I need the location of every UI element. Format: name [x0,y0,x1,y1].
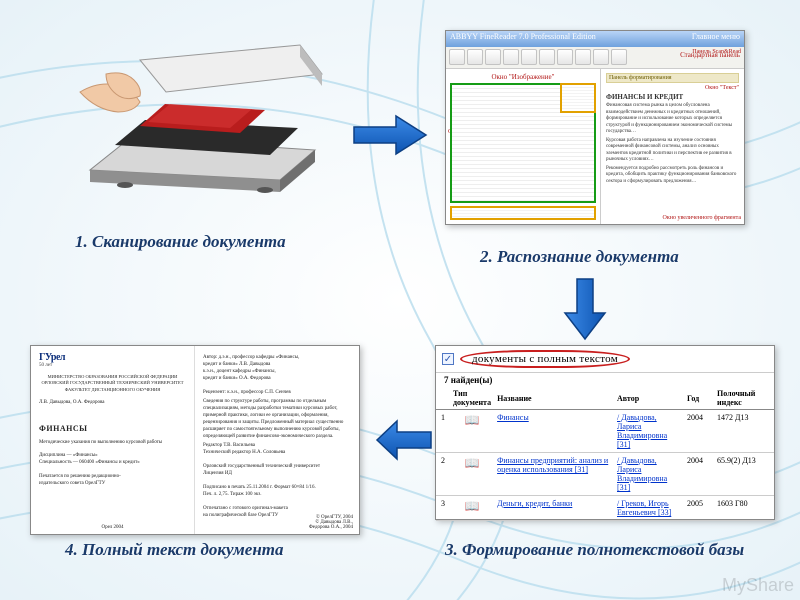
doc-type-icon: 📖 [450,496,494,521]
step2-ocr-window: ABBYY FineReader 7.0 Professional Editio… [445,30,745,225]
doc-authors: Л.В. Давыдова, О.А. Федорова [39,399,186,406]
row-author[interactable]: / Давыдова, Лариса Владимировна [31] [614,453,684,496]
org-logo-sub: 50 лет [39,363,186,368]
doc-left-footer: Орел 2004 [31,525,194,530]
row-title[interactable]: Деньги, кредит, банки [494,496,614,521]
row-title[interactable]: Финансы предприятий: анализ и оценка исп… [494,453,614,496]
toolbar-btn[interactable] [611,49,627,65]
arrow-2to3 [555,275,615,345]
found-count: 7 найден(ы) [436,373,774,387]
row-num: 3 [436,496,450,521]
ocr-right-corner: Окно "Текст" [606,85,739,91]
row-year: 2004 [684,453,714,496]
ocr-title: ABBYY FineReader 7.0 Professional Editio… [450,32,596,41]
toolbar-btn[interactable] [449,49,465,65]
doc-type-icon: 📖 [450,453,494,496]
scanner-illustration [70,30,330,205]
ocr-format-bar: Панель форматирования [606,73,739,83]
col-index: Полочный индекс [714,387,774,410]
col-num [436,387,450,410]
row-year: 2004 [684,410,714,453]
ministry-block: МИНИСТЕРСТВО ОБРАЗОВАНИЯ РОССИЙСКОЙ ФЕДЕ… [39,374,186,393]
doc-right-ref: Редактор Т.В. Васильева Технический реда… [203,442,351,519]
toolbar-btn[interactable] [575,49,591,65]
toolbar-btn[interactable] [485,49,501,65]
arrow-3to4 [375,415,435,465]
step3-caption: 3. Формирование полнотекстовой базы [445,540,744,560]
row-num: 2 [436,453,450,496]
ocr-left-title: Окно "Изображение" [450,73,596,81]
toolbar-btn[interactable] [521,49,537,65]
doc-right-top: Автор: д.э.н., профессор кафедры «Финанс… [203,354,351,396]
doc-right-mid: Сведения по структуре работы, программы … [203,398,351,440]
ocr-scan-region [450,83,596,203]
col-year: Год [684,387,714,410]
col-title: Название [494,387,614,410]
step4-fulltext-document: ГУрел 50 лет МИНИСТЕРСТВО ОБРАЗОВАНИЯ РО… [30,345,360,535]
table-row: 2📖Финансы предприятий: анализ и оценка и… [436,453,774,496]
doc-page-left: ГУрел 50 лет МИНИСТЕРСТВО ОБРАЗОВАНИЯ РО… [31,346,195,534]
row-num: 1 [436,410,450,453]
toolbar-btn[interactable] [557,49,573,65]
table-row: 3📖Деньги, кредит, банки/ Греков, Игорь Е… [436,496,774,521]
toolbar-btn[interactable] [467,49,483,65]
doc-page-right: Автор: д.э.н., профессор кафедры «Финанс… [195,346,359,534]
ocr-text-pane: Панель форматирования Окно "Текст" ФИНАН… [601,69,744,224]
arrow-1to2 [350,110,430,160]
org-logo-text: ГУрел [39,352,186,363]
watermark: MyShare [722,575,794,596]
ocr-banner-right: Стандартная панель [680,51,740,59]
toolbar-btn[interactable] [503,49,519,65]
results-table: Тип документа Название Автор Год Полочны… [436,387,774,521]
doc-meta: Дисциплина — «Финансы» Специальность — 0… [39,452,186,487]
toolbar-btn[interactable] [593,49,609,65]
col-author: Автор [614,387,684,410]
ocr-menu-label: Главное меню [692,32,740,41]
ocr-zoom-strip [450,206,596,220]
ocr-doc-heading: ФИНАНСЫ И КРЕДИТ [606,93,739,101]
col-type: Тип документа [450,387,494,410]
ocr-image-pane: Окно "Изображение" Список распознанных м… [446,69,601,224]
doc-title: ФИНАНСЫ [39,424,186,433]
fulltext-filter-label: документы с полным текстом [460,350,630,368]
search-header: ✓ документы с полным текстом [436,346,774,373]
row-index: 65.9(2) Д13 [714,453,774,496]
row-author[interactable]: / Греков, Игорь Евгеньевич [33] [614,496,684,521]
ocr-text-line: Финансовая система рынка в целом обуслов… [606,103,739,136]
row-index: 1603 Г80 [714,496,774,521]
step2-caption: 2. Распознание документа [480,247,679,267]
row-index: 1472 Д13 [714,410,774,453]
step1-caption: 1. Сканирование документа [75,232,286,252]
row-year: 2005 [684,496,714,521]
ocr-bottom-label: Окно увеличенного фрагмента [662,215,741,221]
fulltext-checkbox[interactable]: ✓ [442,353,454,365]
table-row: 1📖Финансы/ Давыдова, Лариса Владимировна… [436,410,774,453]
doc-subtitle: Методические указания по выполнению курс… [39,439,186,446]
row-title[interactable]: Финансы [494,410,614,453]
step3-search-results: ✓ документы с полным текстом 7 найден(ы)… [435,345,775,520]
doc-type-icon: 📖 [450,410,494,453]
step1-scanner-image [70,30,330,205]
ocr-titlebar: ABBYY FineReader 7.0 Professional Editio… [446,31,744,47]
step4-caption: 4. Полный текст документа [65,540,284,560]
ocr-scan-image-block [560,83,596,113]
row-author[interactable]: / Давыдова, Лариса Владимировна [31] [614,410,684,453]
ocr-text-line: Курсовая работа направлена на изучение с… [606,138,739,164]
ocr-text-line: Рекомендуется подробно рассмотреть роль … [606,166,739,186]
doc-right-footer: © ОрелГТУ, 2004 © Давыдова Л.В., Федоров… [309,515,353,530]
toolbar-btn[interactable] [539,49,555,65]
